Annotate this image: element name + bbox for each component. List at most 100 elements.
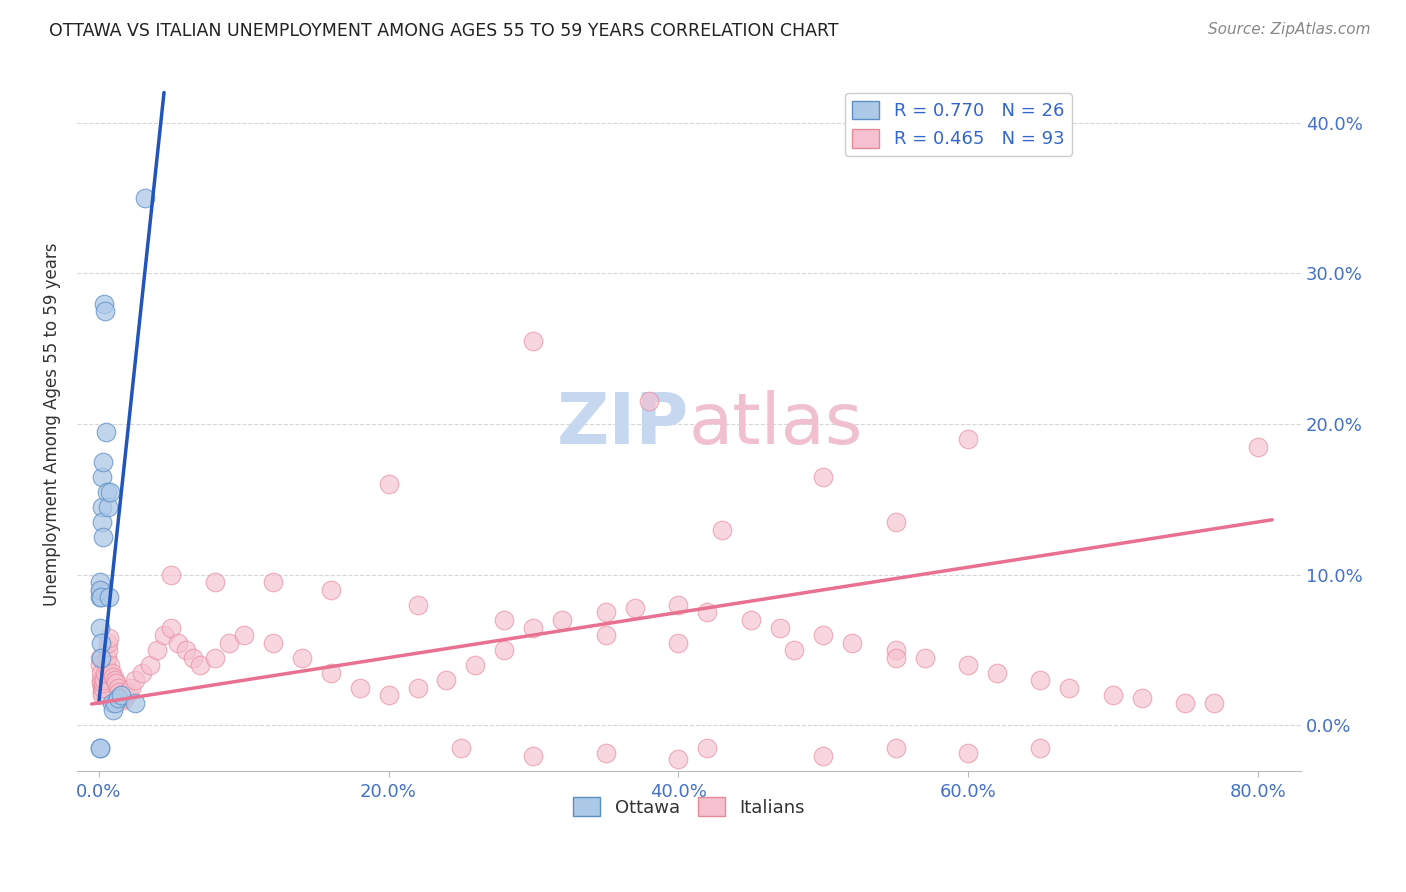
Point	[884, 515, 907, 529]
Point	[124, 673, 146, 688]
Point	[89, 741, 111, 756]
Text: atlas: atlas	[689, 390, 863, 458]
Point	[93, 304, 115, 318]
Point	[319, 582, 342, 597]
Point	[134, 191, 156, 205]
Point	[204, 575, 226, 590]
Point	[89, 658, 111, 673]
Point	[138, 658, 160, 673]
Point	[377, 689, 399, 703]
Point	[188, 658, 211, 673]
Point	[89, 582, 111, 597]
Point	[114, 691, 136, 706]
Point	[115, 689, 138, 703]
Point	[107, 681, 129, 695]
Point	[96, 484, 118, 499]
Point	[97, 631, 120, 645]
Point	[450, 741, 472, 756]
Point	[956, 658, 979, 673]
Point	[262, 635, 284, 649]
Point	[91, 530, 114, 544]
Point	[91, 676, 114, 690]
Point	[522, 748, 544, 763]
Point	[623, 601, 645, 615]
Point	[97, 635, 120, 649]
Legend: Ottawa, Italians: Ottawa, Italians	[567, 790, 813, 824]
Point	[100, 484, 122, 499]
Point	[551, 613, 574, 627]
Point	[93, 296, 115, 310]
Point	[522, 620, 544, 634]
Point	[522, 334, 544, 348]
Point	[1130, 691, 1153, 706]
Point	[666, 751, 689, 765]
Point	[89, 575, 111, 590]
Point	[710, 523, 733, 537]
Point	[96, 643, 118, 657]
Point	[153, 628, 176, 642]
Point	[666, 598, 689, 612]
Point	[103, 670, 125, 684]
Point	[218, 635, 240, 649]
Point	[103, 703, 125, 717]
Point	[91, 455, 114, 469]
Point	[638, 394, 661, 409]
Point	[406, 681, 429, 695]
Point	[90, 673, 112, 688]
Point	[112, 693, 135, 707]
Point	[595, 628, 617, 642]
Point	[956, 746, 979, 760]
Point	[811, 470, 834, 484]
Point	[811, 628, 834, 642]
Point	[204, 650, 226, 665]
Point	[90, 676, 112, 690]
Text: ZIP: ZIP	[557, 390, 689, 458]
Point	[319, 665, 342, 680]
Point	[464, 658, 486, 673]
Point	[884, 650, 907, 665]
Point	[110, 689, 132, 703]
Point	[96, 650, 118, 665]
Point	[494, 643, 516, 657]
Point	[494, 613, 516, 627]
Point	[956, 432, 979, 446]
Point	[349, 681, 371, 695]
Point	[90, 681, 112, 695]
Point	[1101, 689, 1123, 703]
Point	[377, 477, 399, 491]
Point	[107, 691, 129, 706]
Point	[90, 591, 112, 605]
Point	[90, 650, 112, 665]
Point	[93, 673, 115, 688]
Point	[160, 567, 183, 582]
Point	[91, 689, 114, 703]
Point	[91, 500, 114, 514]
Point	[105, 676, 128, 690]
Point	[262, 575, 284, 590]
Point	[124, 696, 146, 710]
Point	[101, 665, 124, 680]
Point	[91, 681, 114, 695]
Point	[108, 685, 131, 699]
Point	[89, 582, 111, 597]
Point	[181, 650, 204, 665]
Point	[131, 665, 153, 680]
Point	[174, 643, 197, 657]
Point	[145, 643, 167, 657]
Text: OTTAWA VS ITALIAN UNEMPLOYMENT AMONG AGES 55 TO 59 YEARS CORRELATION CHART: OTTAWA VS ITALIAN UNEMPLOYMENT AMONG AGE…	[49, 22, 839, 40]
Point	[1247, 440, 1270, 454]
Point	[160, 620, 183, 634]
Point	[90, 470, 112, 484]
Point	[1204, 696, 1226, 710]
Point	[96, 500, 118, 514]
Point	[291, 650, 314, 665]
Point	[740, 613, 762, 627]
Point	[90, 665, 112, 680]
Text: Source: ZipAtlas.com: Source: ZipAtlas.com	[1208, 22, 1371, 37]
Point	[232, 628, 254, 642]
Point	[595, 746, 617, 760]
Point	[769, 620, 792, 634]
Point	[436, 673, 458, 688]
Point	[841, 635, 863, 649]
Point	[167, 635, 190, 649]
